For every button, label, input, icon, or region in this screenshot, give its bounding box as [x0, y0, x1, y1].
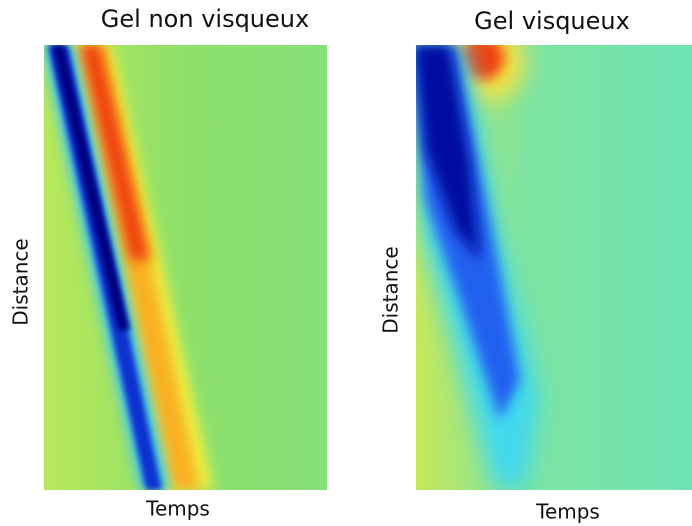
heatmap [44, 45, 327, 490]
y-axis-label: Distance [379, 246, 403, 333]
x-axis-label: Temps [145, 497, 210, 521]
y-axis-label: Distance [9, 238, 33, 325]
panel-left: Gel non visqueux Distance Temps [9, 5, 327, 521]
heatmap [416, 45, 692, 490]
panel-right: Gel visqueux Distance Temps [379, 7, 692, 524]
panel-title: Gel visqueux [474, 7, 630, 35]
x-axis-label: Temps [535, 500, 600, 524]
panel-title: Gel non visqueux [101, 5, 309, 33]
